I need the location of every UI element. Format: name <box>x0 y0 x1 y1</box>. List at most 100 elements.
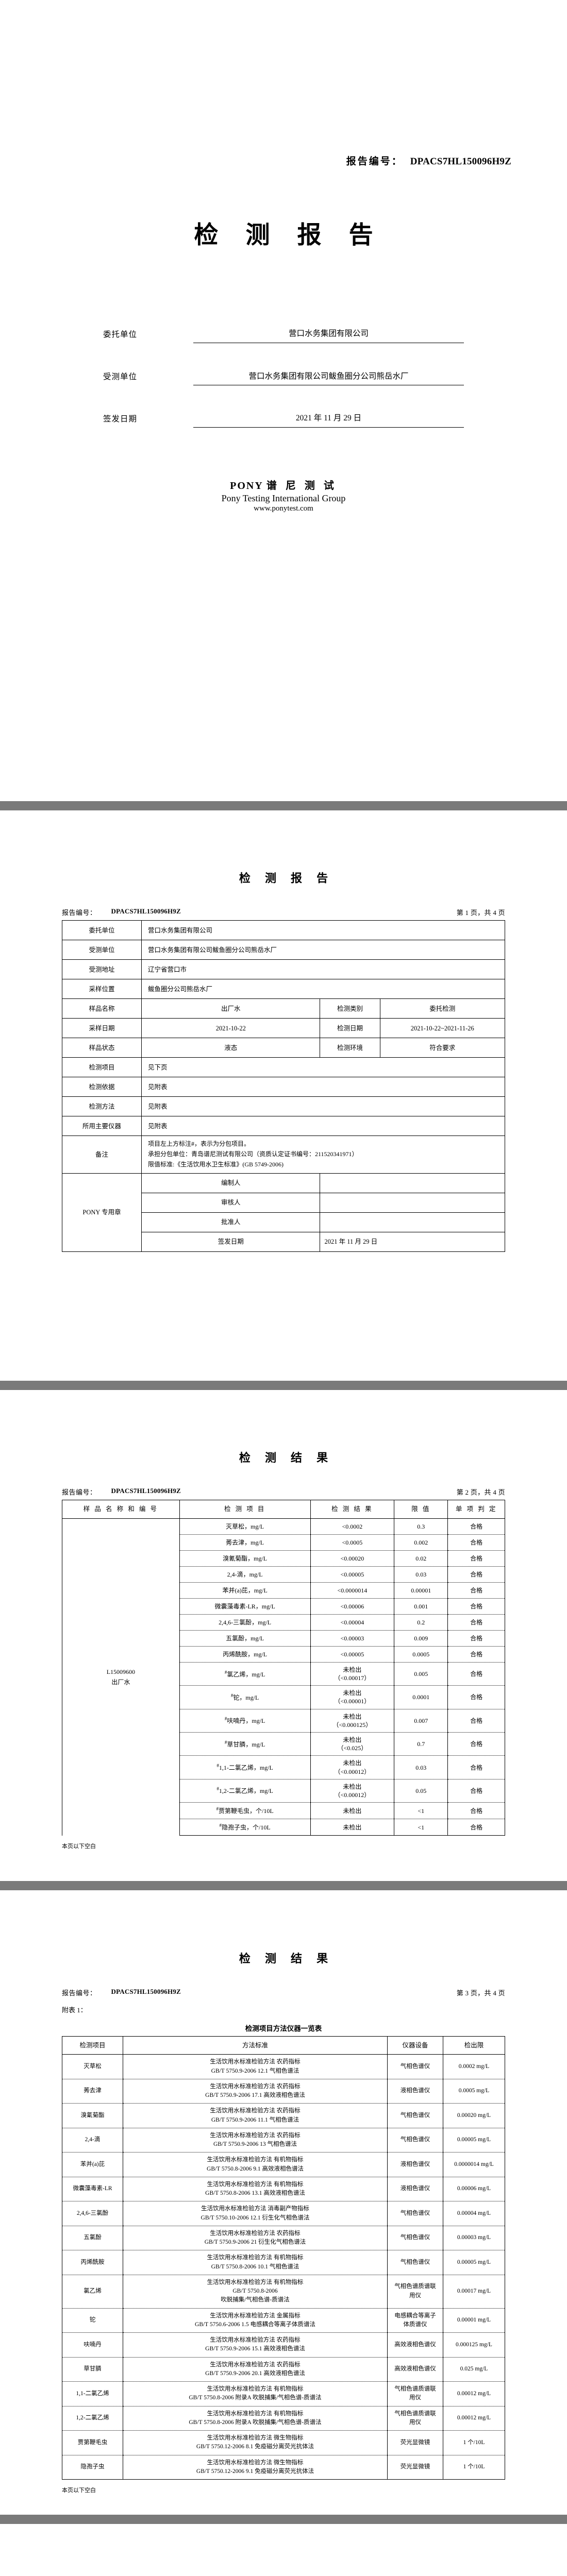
method-detection-limit: 0.00017 mg/L <box>443 2275 505 2309</box>
table-row: 五氯酚，mg/L <0.00003 0.009 合格 <box>62 1630 505 1647</box>
results-judgment: 合格 <box>447 1662 505 1686</box>
results-page: 检 测 结 果 报告编号： DPACS7HL150096H9Z 第 2 页，共 … <box>0 1389 567 1882</box>
method-device: 液相色谱仪 <box>387 2152 443 2177</box>
sign-row-1-value <box>320 1192 505 1213</box>
results-item-name: #呋喃丹，mg/L <box>179 1709 311 1733</box>
results-judgment: 合格 <box>447 1732 505 1756</box>
table-row: 采样位置 鲅鱼圈分公司熊岳水厂 <box>62 979 505 999</box>
table-row: 隐孢子虫 生活饮用水标准检验方法 微生物指标 GB/T 5750.12-2006 9… <box>62 2455 505 2480</box>
method-device: 气相色谱仪 <box>387 2054 443 2079</box>
report-info-page: 检 测 报 告 报告编号： DPACS7HL150096H9Z 第 1 页，共 … <box>0 810 567 1381</box>
results-value: <0.00006 <box>310 1598 395 1615</box>
method-detection-limit: 0.0005 mg/L <box>443 2079 505 2104</box>
method-item-name: 2,4,6-三氯酚 <box>62 2201 123 2226</box>
subcontract-marker: # <box>216 1806 219 1812</box>
cover-report-number-label: 报告编号： <box>346 156 403 167</box>
results-item-name: 溴氰菊酯，mg/L <box>179 1550 311 1567</box>
results-item-name: 五氯酚，mg/L <box>179 1630 311 1647</box>
table-row: #呋喃丹，mg/L 未检出 （<0.000125） 0.007 合格 <box>62 1709 505 1733</box>
table-row: 微囊藻毒素-LR，mg/L <0.00006 0.001 合格 <box>62 1598 505 1615</box>
results-judgment: 合格 <box>447 1646 505 1663</box>
results-limit: 0.03 <box>394 1755 448 1780</box>
method-device: 液相色谱仪 <box>387 2177 443 2202</box>
table-row: 灭草松 生活饮用水标准检验方法 农药指标 GB/T 5750.9-2006 12.1… <box>62 2054 505 2079</box>
results-judgment: 合格 <box>447 1582 505 1599</box>
methods-page: 检 测 结 果 报告编号： DPACS7HL150096H9Z 第 3 页，共 … <box>0 1890 567 2515</box>
results-value: 未检出 （<0.00017） <box>310 1662 395 1686</box>
method-standard: 生活饮用水标准检验方法 有机物指标 GB/T 5750.8-2006 9.1 高效… <box>123 2152 388 2177</box>
page1-page-number: 第 1 页，共 4 页 <box>456 909 505 917</box>
results-item-name: #氯乙烯，mg/L <box>179 1662 311 1686</box>
method-standard: 生活饮用水标准检验方法 农药指标 GB/T 5750.9-2006 11.1 气相… <box>123 2103 388 2128</box>
results-item-name: 2,4-滴，mg/L <box>179 1566 311 1583</box>
table-row: #1,2-二氯乙烯，mg/L 未检出 （<0.00012） 0.05 合格 <box>62 1779 505 1803</box>
results-value: 未检出 （<0.00012） <box>310 1779 395 1803</box>
results-item-name: 灭草松，mg/L <box>179 1518 311 1535</box>
method-detection-limit: 0.00005 mg/L <box>443 2128 505 2153</box>
table-row-remark: 备注 项目左上方标注#，表示为分包项目。 承担分包单位：青岛谱尼测试有限公司（资… <box>62 1136 505 1174</box>
results-limit: 0.05 <box>394 1779 448 1803</box>
table-row-signature: PONY 专用章 编制人 <box>62 1173 505 1252</box>
table-row: 铊生活饮用水标准检验方法 金属指标 GB/T 5750.6-2006 1.5 电感… <box>62 2308 505 2333</box>
method-item-name: 隐孢子虫 <box>62 2455 123 2480</box>
cover-field-tested-unit-label: 受测单位 <box>103 372 138 381</box>
table-row: 受测单位 营口水务集团有限公司鲅鱼圈分公司熊岳水厂 <box>62 940 505 960</box>
table-row: #铊，mg/L 未检出 （<0.00001） 0.0001 合格 <box>62 1685 505 1709</box>
results-item-name: #1,2-二氯乙烯，mg/L <box>179 1779 311 1803</box>
info-remark-value: 项目左上方标注#，表示为分包项目。 承担分包单位：青岛谱尼测试有限公司（资质认定… <box>141 1136 505 1174</box>
cover-field-tested-unit-value: 营口水务集团有限公司鲅鱼圈分公司熊岳水厂 <box>193 370 464 385</box>
results-judgment: 合格 <box>447 1518 505 1535</box>
info-simple-2-value: 见附表 <box>141 1096 505 1117</box>
results-limit: 0.005 <box>394 1662 448 1686</box>
pony-logo-en: PONY <box>230 480 263 492</box>
info-quad-1-k2: 检测日期 <box>320 1018 380 1039</box>
method-device: 气相色谱仪 <box>387 2250 443 2275</box>
methods-header-row: 检测项目 方法标准 仪器设备 检出限 <box>62 2036 505 2055</box>
method-standard: 生活饮用水标准检验方法 农药指标 GB/T 5750.9-2006 20.1 高效… <box>123 2357 388 2382</box>
info-row-3-value: 鲅鱼圈分公司熊岳水厂 <box>141 979 505 999</box>
table-row: 检测项目 见下页 <box>62 1057 505 1078</box>
results-item-name: 莠去津，mg/L <box>179 1534 311 1551</box>
table-row: 呋喃丹 生活饮用水标准检验方法 农药指标 GB/T 5750.9-2006 15.1… <box>62 2332 505 2358</box>
pony-logo-cn: 谱 尼 测 试 <box>266 480 337 492</box>
page1-report-no-label: 报告编号： <box>62 909 97 917</box>
results-sample-type: 出厂水 <box>111 1679 130 1686</box>
results-value: 未检出 <box>310 1819 395 1836</box>
page3-header-line: 报告编号： DPACS7HL150096H9Z 第 3 页，共 4 页 <box>62 1988 505 1997</box>
table-row: 样品状态 液态 检测环境 符合要求 <box>62 1038 506 1058</box>
results-header-row: 样 品 名 称 和 编 号 检 测 项 目 检 测 结 果 限 值 单 项 判 … <box>62 1500 505 1519</box>
method-detection-limit: 0.00004 mg/L <box>443 2201 505 2226</box>
methods-header-3: 检出限 <box>443 2036 505 2055</box>
remark-line-1: 承担分包单位：青岛谱尼测试有限公司（资质认定证书编号：211520341971） <box>148 1150 358 1158</box>
methods-header-0: 检测项目 <box>62 2036 123 2055</box>
table-row: 草甘膦 生活饮用水标准检验方法 农药指标 GB/T 5750.9-2006 20.1… <box>62 2357 505 2382</box>
table-row: 五氯酚 生活饮用水标准检验方法 农药指标 GB/T 5750.9-2006 21 衍… <box>62 2226 505 2251</box>
results-judgment: 合格 <box>447 1566 505 1583</box>
results-sample-code: L15009600 <box>106 1668 136 1675</box>
subcontract-marker: # <box>219 1823 222 1828</box>
table-row: 丙烯酰胺，mg/L <0.00005 0.0005 合格 <box>62 1646 505 1663</box>
method-standard: 生活饮用水标准检验方法 农药指标 GB/T 5750.9-2006 15.1 高效… <box>123 2332 388 2358</box>
cover-title: 检 测 报 告 <box>194 221 383 248</box>
results-judgment: 合格 <box>447 1614 505 1631</box>
results-table-body: L15009600 出厂水 灭草松，mg/L <0.0002 0.3 合格 莠去津，mg/L… <box>62 1518 505 1836</box>
table-row: #隐孢子虫，个/10L 未检出 <1 合格 <box>62 1819 505 1836</box>
page1-title: 检 测 报 告 <box>239 872 334 885</box>
method-device: 高效液相色谱仪 <box>387 2357 443 2382</box>
info-row-2-key: 受测地址 <box>62 959 142 980</box>
method-item-name: 2,4-滴 <box>62 2128 123 2153</box>
method-device: 荧光显微镜 <box>387 2430 443 2455</box>
results-limit: 0.0001 <box>394 1685 448 1709</box>
info-quad-0-k1: 样品名称 <box>62 998 142 1019</box>
results-item-name: #隐孢子虫，个/10L <box>179 1819 311 1836</box>
method-item-name: 五氯酚 <box>62 2226 123 2251</box>
cover-field-issue-date-value: 2021 年 11 月 29 日 <box>193 412 464 428</box>
cover-field-client: 委托单位 营口水务集团有限公司 <box>103 316 464 343</box>
table-row: 样品名称 出厂水 检测类别 委托检测 <box>62 998 506 1019</box>
method-standard: 生活饮用水标准检验方法 有机物指标 GB/T 5750.8-2006 10.1 气… <box>123 2250 388 2275</box>
results-value: 未检出 <box>310 1802 395 1820</box>
table-row: L15009600 出厂水 灭草松，mg/L <0.0002 0.3 合格 <box>62 1518 505 1836</box>
results-value: <0.0005 <box>310 1534 395 1551</box>
results-judgment: 合格 <box>447 1779 505 1803</box>
results-header-0: 样 品 名 称 和 编 号 <box>62 1500 180 1519</box>
